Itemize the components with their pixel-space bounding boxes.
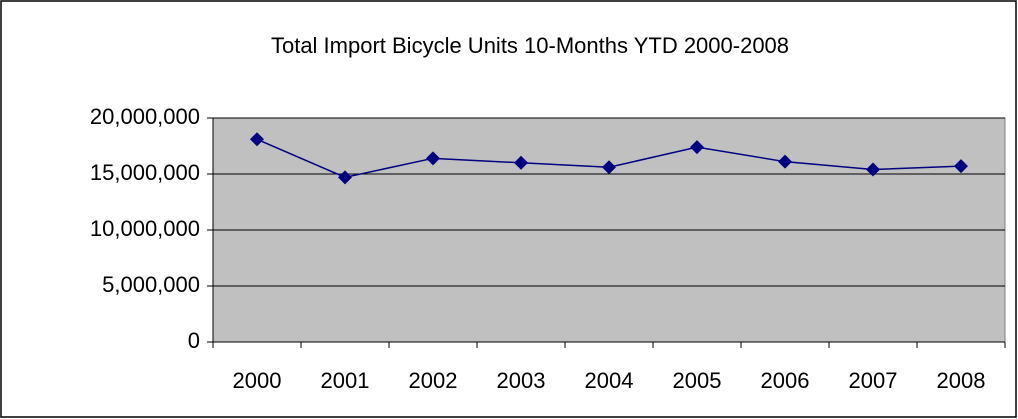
x-tick-label: 2002 xyxy=(409,368,458,393)
chart-title: Total Import Bicycle Units 10-Months YTD… xyxy=(271,33,789,58)
x-tick-label: 2006 xyxy=(761,368,810,393)
x-tick-label: 2003 xyxy=(497,368,546,393)
marker xyxy=(602,160,616,175)
marker xyxy=(778,154,792,169)
y-tick-label: 20,000,000 xyxy=(90,104,200,129)
marker xyxy=(690,140,704,155)
marker xyxy=(338,170,352,185)
y-tick-label: 10,000,000 xyxy=(90,216,200,241)
marker xyxy=(954,159,968,174)
x-tick-label: 2005 xyxy=(673,368,722,393)
marker xyxy=(514,155,528,170)
marker xyxy=(426,151,440,166)
y-tick-label: 0 xyxy=(188,328,200,353)
y-tick-label: 5,000,000 xyxy=(102,272,200,297)
x-tick-label: 2001 xyxy=(321,368,370,393)
marker xyxy=(866,162,880,177)
x-tick-label: 2007 xyxy=(849,368,898,393)
x-tick-label: 2008 xyxy=(937,368,986,393)
x-tick-label: 2000 xyxy=(233,368,282,393)
marker xyxy=(250,132,264,147)
y-tick-label: 15,000,000 xyxy=(90,160,200,185)
x-tick-label: 2004 xyxy=(585,368,634,393)
